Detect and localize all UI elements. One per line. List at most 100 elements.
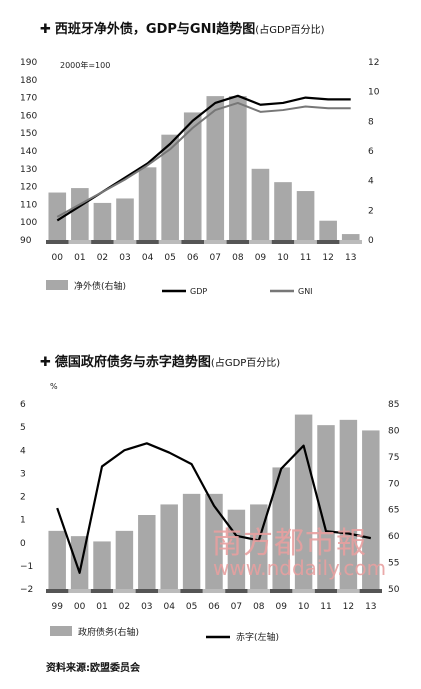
chart1-legend-swatch-bar: [46, 280, 68, 290]
chart2-title: ✚ 德国政府债务与赤字趋势图(占GDP百分比): [40, 355, 281, 370]
chart2-category-label: 02: [119, 602, 130, 612]
chart1-baseline-segment: [226, 240, 250, 244]
chart1-bar: [229, 96, 247, 240]
chart1-category-label: 05: [164, 253, 175, 263]
chart2-axis-unit: %: [50, 382, 58, 391]
chart1-right-tick: 10: [368, 88, 380, 98]
chart1-baseline-segment: [316, 240, 340, 244]
chart2-bar: [362, 430, 380, 589]
chart1-category-label: 13: [345, 253, 356, 263]
chart1-left-tick: 180: [20, 76, 37, 86]
chart1-category-label: 01: [74, 253, 85, 263]
chart2-baseline-segment: [202, 589, 226, 593]
chart2-bar: [317, 425, 335, 589]
chart2-baseline-segment: [158, 589, 181, 593]
chart1-bar: [138, 167, 157, 240]
chart1-title: ✚ 西班牙净外债，GDP与GNI趋势图(占GDP百分比): [40, 22, 325, 37]
chart1-left-tick: 160: [20, 111, 37, 121]
chart2-category-label: 10: [298, 602, 310, 612]
chart1-svg: 1901801701601501401301201101009012108642…: [20, 58, 380, 296]
chart2-legend-label: 政府债务(右轴): [78, 626, 139, 638]
chart2-legend-label: 赤字(左轴): [236, 631, 279, 643]
chart2-bar: [48, 530, 66, 589]
chart1-baseline-segment: [271, 240, 295, 244]
chart1-category-label: 02: [97, 253, 108, 263]
chart1-left-tick: 130: [20, 165, 37, 175]
chart2-baseline-segment: [292, 589, 315, 593]
chart2-category-label: 99: [51, 602, 63, 612]
chart2-category-label: 13: [365, 602, 376, 612]
chart2-left-tick: 1: [20, 516, 26, 526]
chart2-right-tick: 80: [388, 426, 400, 436]
chart1-right-tick: 2: [368, 206, 374, 216]
chart1-annotation: 2000年=100: [60, 60, 110, 70]
chart1-baseline-segment: [339, 240, 362, 244]
chart2-baseline-segment: [90, 589, 114, 593]
chart1-left-tick: 100: [20, 218, 37, 228]
watermark-url: www.nddaily.com: [213, 556, 387, 580]
source-note: 资料来源:欧盟委员会: [46, 663, 140, 674]
chart1-baseline-segment: [181, 240, 204, 244]
chart1-category-label: 04: [142, 253, 154, 263]
chart2-category-label: 07: [231, 602, 242, 612]
chart2-right-tick: 55: [388, 559, 399, 569]
chart1-baseline-segment: [204, 240, 227, 244]
chart2-left-tick: 0: [20, 539, 26, 549]
chart1-left-tick: 110: [20, 200, 37, 210]
chart2-baseline-segment: [270, 589, 293, 593]
chart2-category-label: 12: [343, 602, 354, 612]
chart2-bar: [138, 515, 156, 589]
chart1-legend-label: GDP: [190, 287, 207, 296]
chart1-baseline-segment: [158, 240, 182, 244]
chart1-category-label: 12: [322, 253, 333, 263]
chart1-bar: [116, 198, 134, 240]
chart2-line-赤字(左轴): [56, 442, 372, 574]
chart1-baseline-segment: [249, 240, 272, 244]
chart1-category-label: 06: [187, 253, 199, 263]
chart1-line-GNI: [56, 101, 351, 218]
chart2-baseline-segment: [46, 589, 69, 593]
chart2-category-label: 08: [253, 602, 265, 612]
chart1-bar: [93, 202, 112, 240]
chart2-baseline-segment: [68, 589, 91, 593]
chart2-category-label: 03: [141, 602, 152, 612]
chart1-category-label: 08: [232, 253, 244, 263]
chart1-right-tick: 0: [368, 236, 374, 246]
chart1-left-tick: 190: [20, 58, 37, 68]
chart2-left-tick: 3: [20, 469, 26, 479]
chart1-bar: [251, 168, 270, 240]
chart1-baseline-segment: [68, 240, 92, 244]
chart1-bar: [161, 134, 179, 240]
chart1-left-tick: 150: [20, 129, 37, 139]
chart2-baseline-segment: [180, 589, 203, 593]
chart2-right-tick: 85: [388, 400, 399, 410]
chart2-baseline-segment: [359, 589, 382, 593]
chart1-left-tick: 140: [20, 147, 37, 157]
plus-icon: ✚: [40, 355, 51, 370]
chart2-baseline-segment: [225, 589, 248, 593]
chart1-bar: [296, 191, 315, 240]
chart2-left-tick: −2: [20, 585, 33, 595]
chart2-right-tick: 65: [388, 506, 399, 516]
chart2-category-label: 01: [96, 602, 107, 612]
chart2-right-tick: 75: [388, 453, 399, 463]
chart2-category-label: 06: [208, 602, 220, 612]
chart2-bar: [272, 467, 290, 589]
chart2-bar: [160, 504, 178, 589]
chart2-left-tick: 2: [20, 493, 26, 503]
chart2-category-label: 04: [163, 602, 175, 612]
chart2-bar: [205, 493, 223, 589]
chart2-category-label: 05: [186, 602, 197, 612]
chart2-legend-swatch-bar: [50, 626, 72, 636]
chart1-right-tick: 4: [368, 177, 374, 187]
chart1-right-tick: 6: [368, 147, 374, 157]
chart2-baseline-segment: [314, 589, 338, 593]
chart1-category-label: 03: [119, 253, 130, 263]
chart1-right-tick: 12: [368, 58, 379, 68]
chart2-left-tick: 5: [20, 423, 26, 433]
chart1-left-tick: 170: [20, 94, 37, 104]
chart1-legend-label: GNI: [298, 287, 313, 296]
chart1-baseline-segment: [91, 240, 114, 244]
chart1-bar: [206, 96, 225, 240]
